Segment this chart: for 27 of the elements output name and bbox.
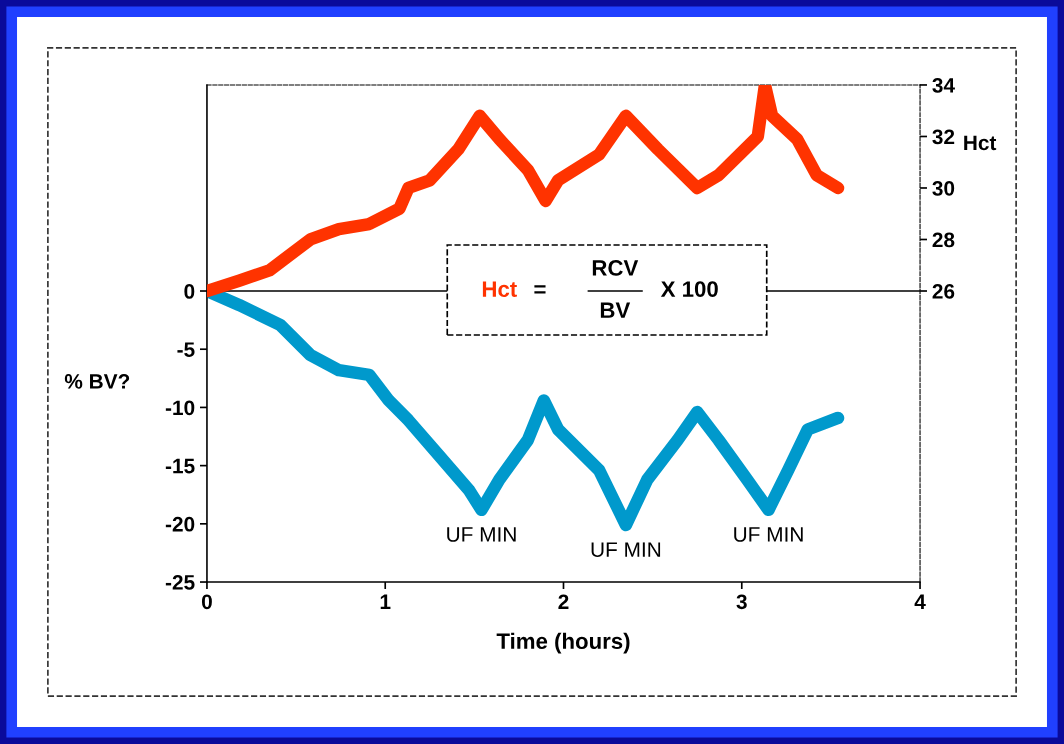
annotation: UF MIN (447, 527, 516, 542)
annotation: Hct (482, 281, 517, 297)
annotation: BV (600, 302, 631, 318)
x-tick-label: 2 (558, 594, 569, 609)
y2-axis-title: Hct (964, 135, 997, 151)
x-tick-label: 3 (736, 594, 747, 610)
y-tick-label: -5 (177, 342, 195, 357)
y-tick-label: -25 (165, 575, 195, 590)
y2-tick-label: 32 (932, 129, 955, 145)
y2-tick-label: 28 (932, 232, 955, 248)
annotation: X 100 (660, 281, 718, 297)
y2-tick-label: 34 (932, 77, 955, 93)
x-tick-label: 1 (380, 594, 391, 609)
annotation: RCV (592, 260, 639, 276)
y2-tick-label: 26 (932, 284, 955, 299)
y-tick-label: -15 (165, 458, 195, 474)
y-tick-label: 0 (184, 284, 195, 299)
y-tick-label: -10 (165, 400, 195, 416)
y2-tick-label: 30 (932, 180, 955, 196)
annotation: UF MIN (591, 542, 661, 557)
annotation: UF MIN (734, 527, 803, 542)
annotation: = (534, 285, 546, 294)
x-tick-label: 0 (201, 594, 212, 610)
y-axis-title: % BV? (64, 374, 130, 389)
x-axis-title: Time (hours) (496, 632, 630, 654)
y-tick-label: -20 (165, 516, 195, 532)
x-tick-label: 4 (914, 594, 926, 609)
